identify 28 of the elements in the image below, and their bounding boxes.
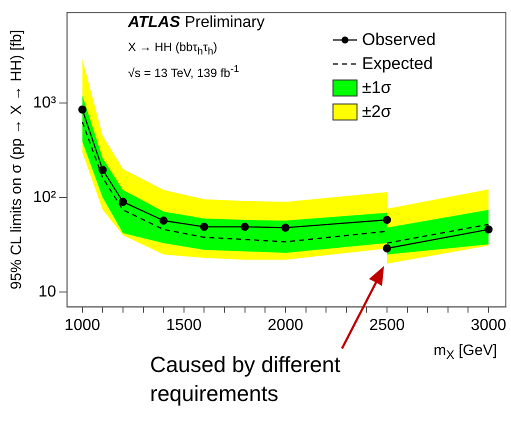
point xyxy=(382,216,392,224)
x-tick-label: 1500 xyxy=(166,316,202,334)
point xyxy=(200,222,208,231)
legend-label: ±2σ xyxy=(362,102,392,122)
point xyxy=(78,105,86,114)
legend-label: Observed xyxy=(362,30,436,50)
x-tick-label: 3000 xyxy=(470,316,506,334)
text: Caused by different requirements xyxy=(150,351,342,408)
y-axis-title: 95% CL limits on σ (pp → X → HH) [fb] xyxy=(8,30,26,290)
annotation: X → HH (bbτ$_{h}$τ$_{h}$) xyxy=(128,40,218,58)
x-tick-label: 2500 xyxy=(369,316,405,334)
point xyxy=(281,224,290,232)
point xyxy=(98,166,107,174)
point xyxy=(484,225,493,234)
point xyxy=(159,216,168,225)
x-axis-title: m$_{X}$ [GeV] xyxy=(434,342,497,362)
point xyxy=(382,244,392,252)
chart-title: ATLAS Preliminary xyxy=(128,14,265,32)
y-tick-label: 10³ xyxy=(33,94,57,112)
y-tick-label: 10 xyxy=(38,284,56,301)
y-tick-label: 10² xyxy=(33,188,57,206)
x-tick-label: 1000 xyxy=(64,316,100,334)
annotation: √s = 13 TeV, 139 fb$^{-1}$ xyxy=(128,64,240,80)
x-tick-label: 2000 xyxy=(268,316,304,334)
point xyxy=(118,198,128,206)
point xyxy=(240,222,249,231)
legend-label: Expected xyxy=(362,54,433,74)
legend-label: ±1σ xyxy=(362,78,392,98)
